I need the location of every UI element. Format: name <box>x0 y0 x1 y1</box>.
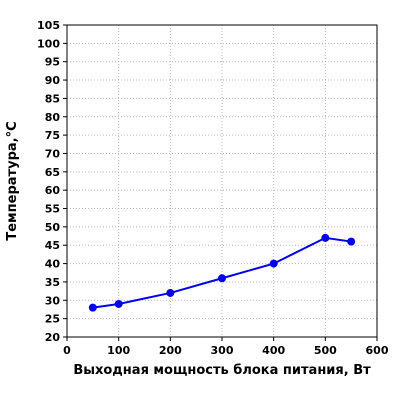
x-tick-label: 200 <box>159 344 182 357</box>
y-tick-label: 30 <box>45 294 61 307</box>
y-tick-label: 65 <box>45 166 60 179</box>
y-tick-label: 105 <box>37 19 60 32</box>
y-tick-label: 50 <box>45 221 61 234</box>
y-tick-label: 55 <box>45 203 60 216</box>
y-tick-label: 60 <box>45 184 61 197</box>
y-tick-label: 45 <box>45 239 60 252</box>
x-axis-title: Выходная мощность блока питания, Вт <box>73 363 371 378</box>
y-tick-label: 80 <box>45 111 61 124</box>
data-point <box>347 237 356 246</box>
x-tick-label: 600 <box>366 344 389 357</box>
y-tick-label: 20 <box>45 331 61 344</box>
y-tick-label: 35 <box>45 276 60 289</box>
series-layer <box>88 233 356 312</box>
x-tick-label: 100 <box>107 344 130 357</box>
y-tick-label: 95 <box>45 56 60 69</box>
y-tick-label: 75 <box>45 129 60 142</box>
data-point <box>321 233 330 242</box>
data-point <box>218 274 226 283</box>
y-tick-label: 100 <box>37 37 60 50</box>
y-tick-label: 40 <box>45 258 61 271</box>
x-tick-label: 0 <box>63 344 71 357</box>
x-tick-label: 400 <box>262 344 285 357</box>
x-tick-label: 500 <box>314 344 337 357</box>
y-axis-title: Температура,°C <box>5 121 20 240</box>
x-tick-label: 300 <box>211 344 234 357</box>
data-point <box>269 259 278 268</box>
y-tick-label: 70 <box>45 147 61 160</box>
grid <box>67 25 377 337</box>
series-line <box>92 236 352 309</box>
y-tick-label: 25 <box>45 313 60 326</box>
y-tick-label: 85 <box>45 92 60 105</box>
data-point <box>88 303 97 312</box>
data-point <box>166 288 175 297</box>
axis-ticks: 0 100 200 300 400 500 600 20 25 30 35 40 45 50 55 60 65 7… <box>37 19 389 357</box>
data-point <box>114 299 123 308</box>
y-tick-label: 90 <box>45 74 61 87</box>
